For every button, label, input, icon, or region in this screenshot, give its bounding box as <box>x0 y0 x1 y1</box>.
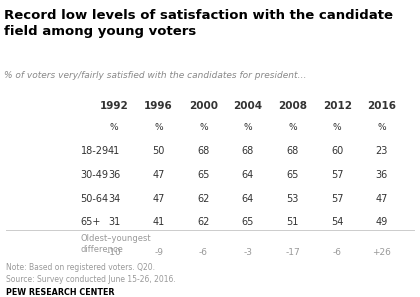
Text: %: % <box>155 124 163 132</box>
Text: 41: 41 <box>108 146 120 156</box>
Text: 41: 41 <box>152 217 165 228</box>
Text: 47: 47 <box>152 170 165 180</box>
Text: 64: 64 <box>242 170 254 180</box>
Text: Oldest–youngest
difference: Oldest–youngest difference <box>81 234 151 255</box>
Text: %: % <box>110 124 118 132</box>
Text: 47: 47 <box>376 194 388 204</box>
Text: -10: -10 <box>107 248 121 257</box>
Text: 68: 68 <box>197 146 210 156</box>
Text: 31: 31 <box>108 217 120 228</box>
Text: 49: 49 <box>376 217 388 228</box>
Text: +26: +26 <box>373 248 391 257</box>
Text: 65: 65 <box>242 217 254 228</box>
Text: 2004: 2004 <box>234 101 262 111</box>
Text: 2000: 2000 <box>189 101 218 111</box>
Text: 2012: 2012 <box>323 101 352 111</box>
Text: -6: -6 <box>333 248 342 257</box>
Text: -3: -3 <box>244 248 252 257</box>
Text: %: % <box>333 124 341 132</box>
Text: 36: 36 <box>108 170 120 180</box>
Text: 50: 50 <box>152 146 165 156</box>
Text: Note: Based on registered voters. Q20.
Source: Survey conducted June 15-26, 2016: Note: Based on registered voters. Q20. S… <box>5 263 175 284</box>
Text: 68: 68 <box>242 146 254 156</box>
Text: 62: 62 <box>197 217 210 228</box>
Text: 2008: 2008 <box>278 101 307 111</box>
Text: 1992: 1992 <box>100 101 129 111</box>
Text: 50-64: 50-64 <box>81 194 109 204</box>
Text: 53: 53 <box>286 194 299 204</box>
Text: 62: 62 <box>197 194 210 204</box>
Text: -6: -6 <box>199 248 208 257</box>
Text: 54: 54 <box>331 217 344 228</box>
Text: 64: 64 <box>242 194 254 204</box>
Text: 65: 65 <box>286 170 299 180</box>
Text: 34: 34 <box>108 194 120 204</box>
Text: %: % <box>199 124 207 132</box>
Text: 60: 60 <box>331 146 344 156</box>
Text: 18-29: 18-29 <box>81 146 109 156</box>
Text: % of voters very/fairly satisfied with the candidates for president…: % of voters very/fairly satisfied with t… <box>4 71 307 80</box>
Text: %: % <box>244 124 252 132</box>
Text: 47: 47 <box>152 194 165 204</box>
Text: 51: 51 <box>286 217 299 228</box>
Text: 2016: 2016 <box>368 101 396 111</box>
Text: 57: 57 <box>331 194 344 204</box>
Text: 57: 57 <box>331 170 344 180</box>
Text: 65+: 65+ <box>81 217 101 228</box>
Text: -9: -9 <box>154 248 163 257</box>
Text: PEW RESEARCH CENTER: PEW RESEARCH CENTER <box>5 288 114 297</box>
Text: 30-49: 30-49 <box>81 170 109 180</box>
Text: %: % <box>288 124 297 132</box>
Text: -17: -17 <box>285 248 300 257</box>
Text: %: % <box>378 124 386 132</box>
Text: 1996: 1996 <box>144 101 173 111</box>
Text: 68: 68 <box>286 146 299 156</box>
Text: 36: 36 <box>376 170 388 180</box>
Text: Record low levels of satisfaction with the candidate
field among young voters: Record low levels of satisfaction with t… <box>4 9 393 38</box>
Text: 23: 23 <box>376 146 388 156</box>
Text: 65: 65 <box>197 170 210 180</box>
